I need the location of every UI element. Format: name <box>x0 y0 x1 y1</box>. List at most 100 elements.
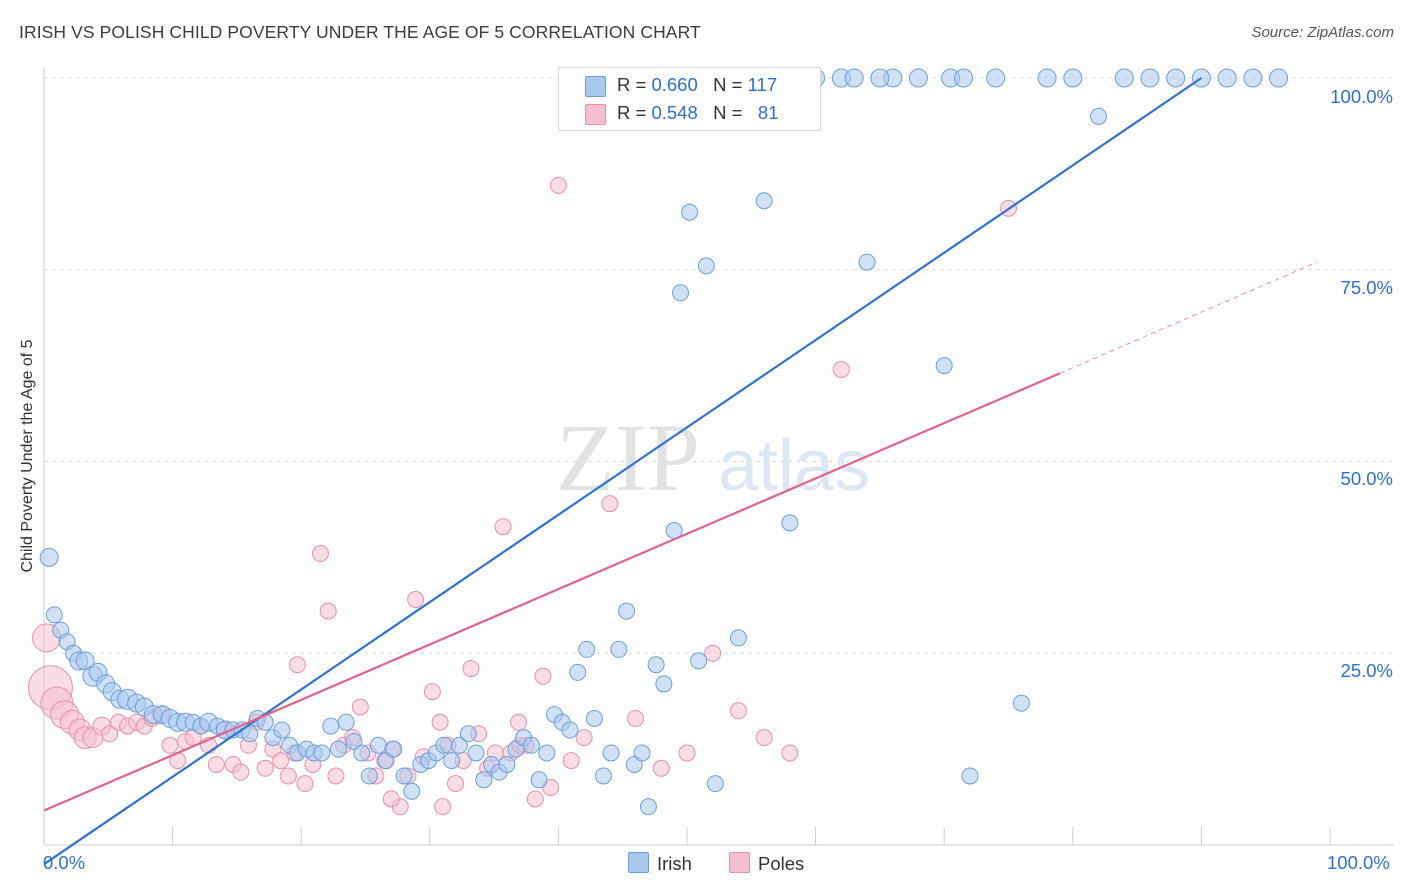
irish-point <box>241 725 259 743</box>
poles-point <box>627 709 645 727</box>
irish-point <box>475 771 493 789</box>
poles-point <box>382 790 400 808</box>
irish-point <box>337 713 355 731</box>
irish-point <box>655 675 673 693</box>
poles-point <box>549 176 567 194</box>
irish-point <box>395 767 413 785</box>
irish-point <box>610 640 628 658</box>
irish-point <box>594 767 612 785</box>
poles-point <box>423 683 441 701</box>
irish-point <box>647 656 665 674</box>
poles-point <box>207 755 225 773</box>
x-tick-label-max: 100.0% <box>1327 852 1390 873</box>
poles-point <box>652 759 670 777</box>
irish-point <box>1037 68 1057 88</box>
irish-point <box>1140 68 1160 88</box>
irish-point <box>585 709 603 727</box>
poles-trendline-extension <box>1059 261 1318 374</box>
irish-point <box>522 736 540 754</box>
irish-point <box>450 736 468 754</box>
irish-point <box>935 357 953 375</box>
irish-point <box>385 740 403 758</box>
axes <box>43 68 1394 846</box>
trendlines <box>43 77 1318 866</box>
irish-point <box>561 721 579 739</box>
y-tick-label-25: 25.0% <box>1340 660 1393 681</box>
poles-point <box>279 767 297 785</box>
irish-point <box>403 782 421 800</box>
irish-point <box>360 767 378 785</box>
poles-swatch <box>585 104 606 125</box>
irish-point <box>1114 68 1134 88</box>
bottom-legend-poles[interactable]: Poles <box>729 852 804 875</box>
poles-point <box>101 725 119 743</box>
irish-point <box>986 68 1006 88</box>
irish-n-label: N = <box>713 74 748 95</box>
irish-point <box>369 736 387 754</box>
poles-point <box>407 591 425 609</box>
irish-point <box>697 257 715 275</box>
poles-point <box>161 736 179 754</box>
x-tick-label-min: 0.0% <box>43 852 86 873</box>
poles-point <box>755 729 773 747</box>
poles-trendline <box>43 372 1061 812</box>
y-tick-label-100: 100.0% <box>1330 86 1393 107</box>
poles-point <box>462 660 480 678</box>
poles-point <box>781 744 799 762</box>
irish-point <box>1269 68 1289 88</box>
irish-r-label: R = <box>617 74 652 95</box>
irish-point <box>633 744 651 762</box>
irish-point <box>435 736 453 754</box>
irish-point <box>908 68 928 88</box>
grid-lines <box>44 77 1394 654</box>
source-credit[interactable]: Source: ZipAtlas.com <box>1251 24 1394 41</box>
irish-point <box>353 744 371 762</box>
poles-point <box>678 744 696 762</box>
irish-point <box>672 284 690 302</box>
irish-point <box>690 652 708 670</box>
irish-point <box>1166 68 1186 88</box>
irish-point <box>467 744 485 762</box>
irish-point <box>961 767 979 785</box>
irish-point <box>313 744 331 762</box>
irish-point <box>322 717 340 735</box>
irish-point <box>530 771 548 789</box>
irish-point <box>602 744 620 762</box>
watermark-zip: ZIP <box>556 404 700 511</box>
irish-point <box>578 640 596 658</box>
poles-point <box>729 702 747 720</box>
poles-point <box>534 667 552 685</box>
poles-n-label: N = <box>713 102 748 123</box>
poles-legend-swatch <box>729 852 750 873</box>
poles-r-label: R = <box>617 102 652 123</box>
poles-point <box>256 759 274 777</box>
bottom-legend-irish[interactable]: Irish <box>628 852 692 875</box>
irish-trendline <box>43 77 1203 866</box>
poles-point <box>575 729 593 747</box>
poles-point <box>494 518 512 536</box>
poles-point <box>296 775 314 793</box>
y-tick-label-50: 50.0% <box>1340 468 1393 489</box>
irish-r-value: 0.660 <box>651 74 698 95</box>
irish-point <box>1217 68 1237 88</box>
irish-point <box>870 68 890 88</box>
poles-point <box>232 763 250 781</box>
poles-point <box>434 798 452 816</box>
poles-point <box>351 698 369 716</box>
irish-point <box>1063 68 1083 88</box>
irish-point <box>681 203 699 221</box>
poles-n-value: 81 <box>757 102 779 123</box>
irish-points <box>39 68 1289 816</box>
irish-legend-label: Irish <box>657 853 692 874</box>
irish-point <box>706 775 724 793</box>
irish-point <box>45 606 63 624</box>
irish-point <box>273 721 291 739</box>
y-tick-label-75: 75.0% <box>1340 277 1393 298</box>
poles-legend-label: Poles <box>758 853 805 874</box>
poles-point <box>327 767 345 785</box>
poles-point <box>311 545 329 563</box>
poles-point <box>272 752 290 770</box>
irish-point <box>755 192 773 210</box>
irish-point <box>639 798 657 816</box>
